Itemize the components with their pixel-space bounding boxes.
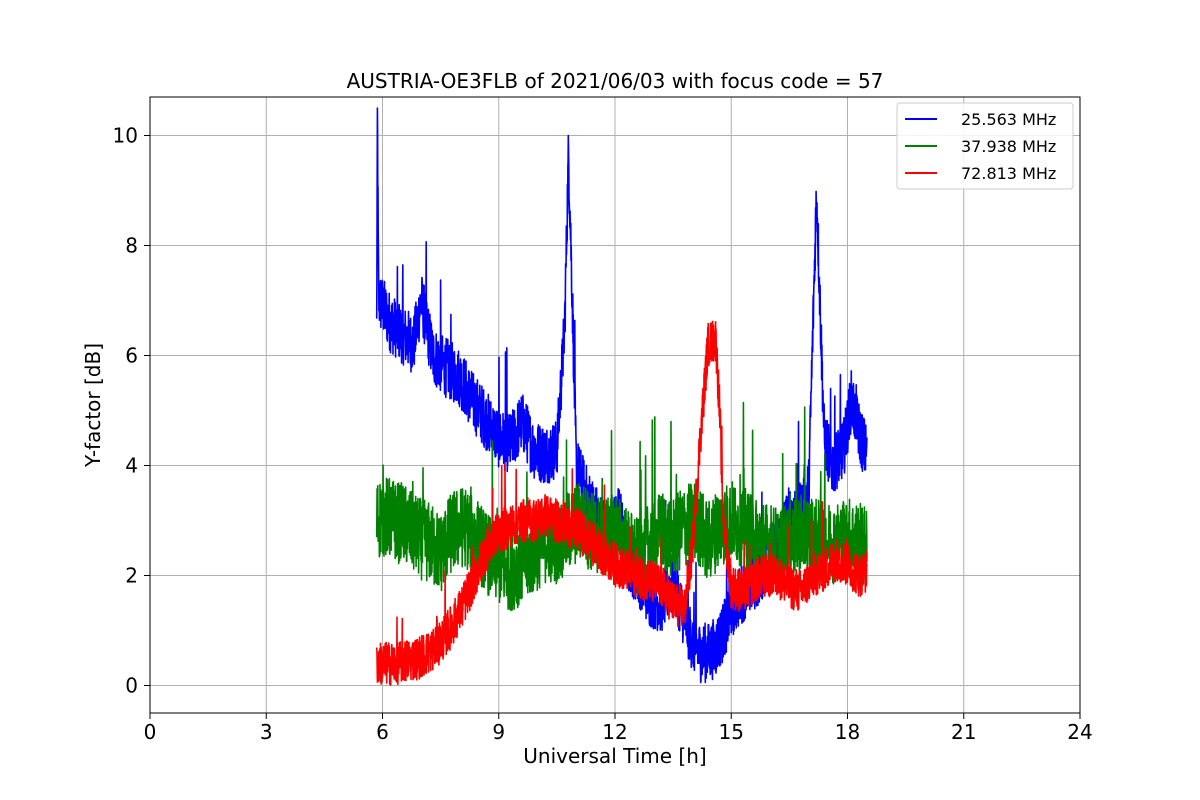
x-tick-label: 24 <box>1067 720 1092 744</box>
x-axis-label: Universal Time [h] <box>523 744 706 768</box>
y-tick-label: 8 <box>125 234 138 258</box>
x-tick-label: 21 <box>951 720 976 744</box>
chart-title: AUSTRIA-OE3FLB of 2021/06/03 with focus … <box>347 69 884 93</box>
x-tick-label: 12 <box>602 720 627 744</box>
series-line-2 <box>375 401 868 612</box>
y-tick-label: 10 <box>113 124 138 148</box>
series-layer <box>375 107 868 686</box>
x-tick-label: 9 <box>492 720 505 744</box>
y-tick-label: 2 <box>125 564 138 588</box>
legend: 25.563 MHz 37.938 MHz 72.813 MHz <box>896 102 1074 190</box>
y-axis: 0 2 4 6 8 10 <box>113 124 150 698</box>
x-tick-label: 15 <box>719 720 744 744</box>
y-tick-label: 6 <box>125 344 138 368</box>
y-tick-label: 4 <box>125 454 138 478</box>
legend-box <box>896 102 1074 190</box>
legend-label-3: 72.813 MHz <box>961 164 1056 183</box>
x-axis: 0 3 6 9 12 15 18 21 24 <box>144 713 1093 744</box>
series-line-3 <box>375 320 868 686</box>
x-tick-label: 18 <box>835 720 860 744</box>
x-tick-label: 3 <box>260 720 273 744</box>
y-axis-label: Y-factor [dB] <box>81 343 105 468</box>
y-tick-label: 0 <box>125 674 138 698</box>
legend-label-1: 25.563 MHz <box>961 110 1056 129</box>
legend-label-2: 37.938 MHz <box>961 137 1056 156</box>
x-tick-label: 0 <box>144 720 157 744</box>
x-tick-label: 6 <box>376 720 389 744</box>
